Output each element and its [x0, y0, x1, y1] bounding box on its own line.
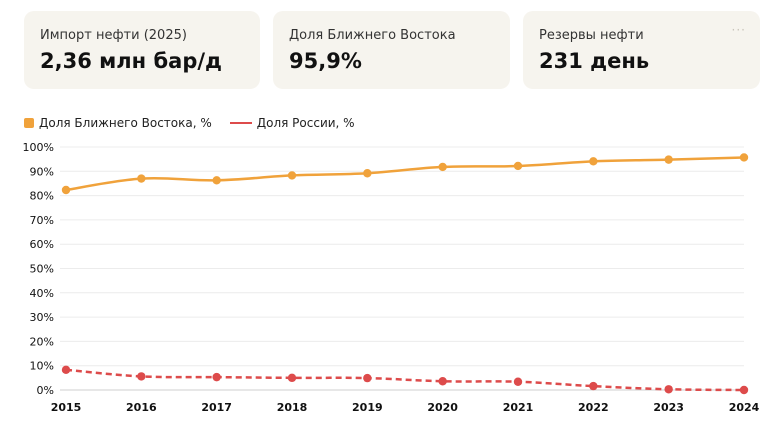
data-point-1 — [438, 377, 447, 386]
legend-label: Доля России, % — [256, 116, 355, 130]
data-point-0 — [438, 162, 447, 172]
x-tick-label: 2023 — [653, 401, 684, 414]
y-tick-label: 0% — [37, 384, 54, 397]
y-tick-label: 10% — [30, 360, 54, 373]
data-point-1 — [363, 373, 372, 383]
kpi-card-middle-east-share: Доля Ближнего Востока 95,9% — [273, 11, 510, 89]
data-point-1 — [137, 372, 146, 381]
data-point-1 — [212, 372, 221, 382]
data-point-0 — [513, 161, 523, 171]
x-tick-label: 2022 — [578, 401, 609, 414]
data-point-0 — [589, 157, 598, 166]
data-point-0 — [363, 169, 372, 178]
legend-item-middle-east[interactable]: Доля Ближнего Востока, % — [24, 116, 212, 130]
x-tick-label: 2021 — [503, 401, 534, 414]
kpi-card-import: Импорт нефти (2025) 2,36 млн бар/д — [24, 11, 260, 89]
y-tick-label: 100% — [23, 141, 54, 154]
data-point-1 — [664, 385, 673, 394]
y-tick-label: 30% — [30, 311, 54, 324]
x-tick-label: 2019 — [352, 401, 383, 414]
legend-label: Доля Ближнего Востока, % — [39, 116, 212, 130]
legend-swatch-icon — [24, 118, 34, 128]
y-tick-label: 80% — [30, 190, 54, 203]
x-tick-label: 2017 — [201, 401, 232, 414]
x-tick-label: 2024 — [729, 401, 760, 414]
data-point-0 — [61, 185, 71, 195]
data-point-1 — [589, 381, 598, 391]
kpi-value: 95,9% — [289, 49, 362, 73]
line-chart: 0% 10% 20% 30% 40% 50% 60% 70% 80% 90% 100% 2015 201… — [23, 141, 760, 414]
kpi-card-oil-reserves: Резервы нефти 231 день ··· — [523, 11, 760, 89]
kpi-value: 231 день — [539, 49, 650, 73]
series-line-0 — [65, 156, 745, 192]
data-point-1 — [287, 373, 297, 383]
legend-item-russia[interactable]: Доля России, % — [229, 116, 355, 130]
kpi-label: Доля Ближнего Востока — [289, 28, 456, 43]
y-tick-label: 50% — [30, 263, 54, 276]
x-tick-label: 2020 — [427, 401, 458, 414]
legend-line-icon — [229, 122, 252, 124]
y-tick-label: 20% — [30, 335, 54, 348]
kpi-value: 2,36 млн бар/д — [40, 49, 222, 73]
chart-legend: Доля Ближнего Востока, % Доля России, % — [24, 116, 373, 130]
data-point-0 — [664, 155, 673, 164]
data-point-1 — [513, 377, 523, 386]
y-tick-label: 60% — [30, 238, 54, 251]
kpi-label: Импорт нефти (2025) — [40, 28, 187, 43]
data-point-1 — [61, 365, 71, 375]
data-point-0 — [287, 171, 297, 180]
data-point-0 — [212, 176, 221, 185]
data-point-1 — [739, 385, 749, 395]
x-tick-label: 2016 — [126, 401, 157, 414]
data-point-0 — [137, 174, 146, 183]
x-tick-label: 2018 — [277, 401, 308, 414]
x-tick-label: 2015 — [51, 401, 82, 414]
series-line-1 — [65, 368, 745, 392]
kpi-label: Резервы нефти — [539, 28, 644, 43]
more-icon[interactable]: ··· — [731, 23, 746, 37]
y-tick-label: 70% — [30, 214, 54, 227]
y-tick-label: 40% — [30, 287, 54, 300]
y-tick-label: 90% — [30, 165, 54, 178]
data-point-0 — [739, 153, 749, 162]
